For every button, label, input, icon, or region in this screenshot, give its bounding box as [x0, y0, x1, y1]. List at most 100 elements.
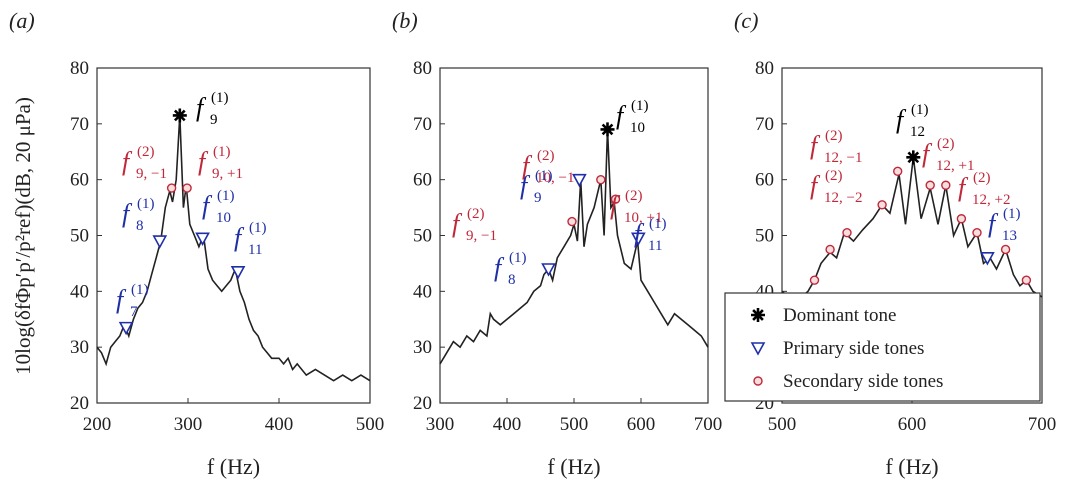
x-tick-label: 700	[694, 414, 723, 435]
dominant-tone-marker	[600, 122, 615, 137]
annotation-symbol: f	[116, 285, 127, 314]
annotation-subscript: 11	[648, 238, 662, 254]
secondary-side-tone-marker	[877, 200, 887, 210]
secondary-side-tone-marker	[825, 244, 835, 255]
annotation-subscript: 9	[210, 112, 218, 128]
tone-annotation: f (1) 9	[196, 90, 229, 128]
annotation-symbol: f	[922, 139, 933, 168]
annotation-symbol: f	[634, 219, 645, 248]
annotation-subscript: 10, +1	[624, 210, 662, 226]
legend-marker	[753, 376, 763, 386]
annotation-symbol: f	[522, 151, 533, 180]
annotation-superscript: (2)	[625, 188, 643, 204]
x-tick-label: 500	[768, 414, 797, 435]
y-tick-label: 50	[413, 226, 432, 247]
legend: Dominant tone Primary side tones Secondary…	[724, 292, 1041, 402]
annotation-symbol: f	[452, 209, 463, 238]
tone-annotation: f (2) 12, −1	[810, 128, 862, 166]
x-axis-label: f (Hz)	[207, 454, 260, 479]
annotation-superscript: (1)	[217, 188, 235, 204]
tone-annotation: f (1) 7	[116, 282, 149, 320]
annotation-subscript: 9, −1	[466, 228, 497, 244]
y-tick-label: 20	[413, 393, 432, 414]
legend-label: Dominant tone	[783, 305, 896, 326]
y-tick-label: 80	[413, 58, 432, 79]
secondary-side-tone-marker	[972, 228, 982, 238]
secondary-side-tone-marker	[610, 194, 621, 204]
spectrum-line	[439, 129, 709, 365]
annotation-subscript: 9, −1	[136, 166, 167, 182]
x-tick-label: 600	[898, 414, 927, 435]
annotation-subscript: 12	[910, 124, 925, 140]
annotation-subscript: 10	[216, 210, 231, 226]
legend-box	[724, 292, 1041, 402]
tone-annotation: f (1) 10	[616, 98, 649, 136]
secondary-side-tone-marker	[596, 174, 606, 185]
annotation-symbol: f	[198, 147, 209, 176]
legend-label: Secondary side tones	[783, 371, 943, 392]
annotation-symbol: f	[122, 147, 133, 176]
annotation-subscript: 10, −1	[536, 170, 574, 186]
y-axis-label: 10log(δfΦp′p′/p²ref)(dB, 20 μPa)	[11, 97, 35, 375]
annotation-superscript: (2)	[467, 206, 485, 222]
secondary-side-tone-marker	[1000, 244, 1011, 255]
secondary-side-tone-marker	[1021, 275, 1032, 285]
annotation-superscript: (1)	[509, 250, 527, 266]
secondary-side-tone-marker	[925, 180, 935, 190]
annotation-superscript: (2)	[825, 128, 843, 144]
annotation-superscript: (1)	[137, 196, 155, 212]
annotation-superscript: (1)	[213, 144, 231, 160]
tone-annotation: f (1) 10	[202, 188, 235, 226]
primary-side-tone-marker	[152, 235, 168, 249]
annotation-subscript: 12, −1	[824, 150, 862, 166]
y-tick-label: 60	[70, 170, 89, 191]
annotation-symbol: f	[520, 171, 531, 200]
annotation-superscript: (1)	[211, 90, 229, 106]
annotation-superscript: (2)	[937, 136, 955, 152]
annotation-symbol: f	[610, 191, 621, 220]
y-tick-label: 40	[413, 281, 432, 302]
x-tick-label: 700	[1028, 414, 1057, 435]
annotation-superscript: (1)	[249, 220, 267, 236]
annotation-superscript: (2)	[825, 168, 843, 184]
x-tick-label: 300	[174, 414, 203, 435]
annotation-subscript: 8	[136, 218, 144, 234]
annotation-subscript: 8	[508, 272, 516, 288]
annotation-superscript: (1)	[131, 282, 149, 298]
annotation-symbol: f	[988, 209, 999, 238]
secondary-side-tone-marker	[956, 214, 967, 224]
x-tick-label: 400	[493, 414, 522, 435]
x-tick-label: 500	[356, 414, 385, 435]
annotation-subscript: 12, +2	[972, 192, 1010, 208]
y-tick-label: 60	[755, 170, 774, 191]
annotation-symbol: f	[196, 93, 207, 122]
dominant-tone-marker	[906, 150, 921, 165]
panel-label: (b)	[392, 8, 418, 33]
annotation-superscript: (2)	[537, 148, 555, 164]
primary-side-tone-marker	[230, 265, 246, 280]
tone-annotation: f (1) 9, +1	[198, 144, 243, 182]
y-tick-label: 70	[413, 114, 432, 135]
y-tick-label: 50	[70, 226, 89, 247]
annotation-subscript: 11	[248, 242, 262, 258]
tone-annotation: f (1) 11	[234, 220, 267, 258]
y-tick-label: 20	[70, 393, 89, 414]
annotation-symbol: f	[234, 223, 245, 252]
y-tick-label: 70	[70, 114, 89, 135]
annotation-subscript: 10	[630, 120, 645, 136]
dominant-tone-marker	[172, 108, 187, 123]
annotation-symbol: f	[202, 191, 213, 220]
annotation-symbol: f	[122, 199, 133, 228]
tone-annotation: f (1) 8	[494, 250, 527, 288]
primary-side-tone-marker	[118, 321, 134, 336]
annotation-subscript: 12, +1	[936, 158, 974, 174]
annotation-superscript: (1)	[911, 102, 929, 118]
x-tick-label: 300	[426, 414, 455, 435]
secondary-side-tone-marker	[166, 183, 177, 193]
y-tick-label: 30	[70, 337, 89, 358]
y-tick-label: 80	[70, 58, 89, 79]
tone-annotation: f (1) 12	[896, 102, 929, 140]
primary-side-tone-marker	[980, 252, 995, 266]
annotation-superscript: (1)	[535, 168, 553, 184]
legend-marker	[750, 342, 766, 356]
